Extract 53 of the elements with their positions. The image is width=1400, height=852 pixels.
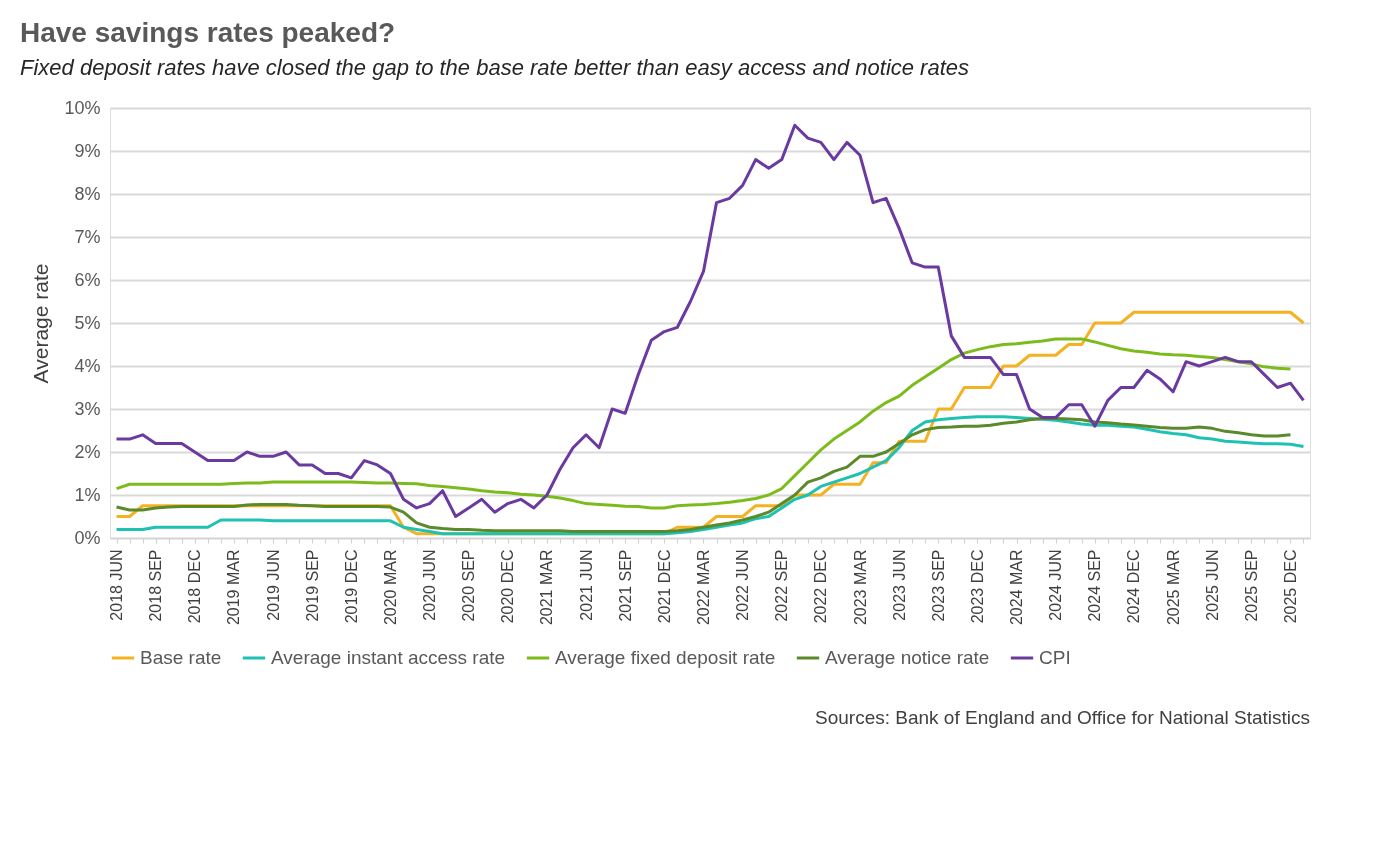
x-tick-label: 2024 DEC	[1125, 549, 1143, 624]
x-tick-label: 2020 MAR	[381, 549, 399, 626]
x-tick-label: 2025 JUN	[1203, 549, 1221, 621]
x-tick-label: 2019 JUN	[264, 549, 282, 621]
y-tick-label: 5%	[74, 312, 101, 333]
x-tick-label: 2024 SEP	[1086, 549, 1104, 622]
y-tick-label: 4%	[74, 355, 101, 376]
legend-label: Average instant access rate	[271, 647, 506, 668]
x-tick-label: 2018 DEC	[186, 549, 204, 624]
x-tick-label: 2023 DEC	[968, 549, 986, 624]
x-tick-label: 2021 JUN	[577, 549, 595, 621]
x-tick-label: 2022 JUN	[734, 549, 752, 621]
line-series	[115, 123, 1305, 518]
x-tick-label: 2025 SEP	[1242, 549, 1260, 622]
y-tick-label: 2%	[74, 441, 101, 462]
x-tick-label: 2025 MAR	[1164, 549, 1182, 626]
x-tick-label: 2021 MAR	[538, 549, 556, 626]
x-tick-label: 2018 JUN	[108, 549, 126, 621]
x-tick-label: 2020 SEP	[460, 549, 478, 622]
x-tick-label: 2022 DEC	[812, 549, 830, 624]
y-tick-label: 8%	[74, 183, 101, 204]
chart-title: Have savings rates peaked?	[20, 17, 396, 48]
x-tick-label: 2022 MAR	[694, 549, 712, 626]
x-tick-label: 2024 JUN	[1047, 549, 1065, 621]
source-note: Sources: Bank of England and Office for National Statistics	[815, 707, 1310, 728]
legend-label: Base rate	[140, 647, 222, 668]
x-tick-label: 2024 MAR	[1008, 549, 1026, 626]
y-axis-title: Average rate	[29, 263, 53, 384]
x-tick-label: 2023 JUN	[890, 549, 908, 621]
legend-label: Average notice rate	[825, 647, 990, 668]
x-tick-label: 2020 JUN	[421, 549, 439, 621]
x-tick-label: 2020 DEC	[499, 549, 517, 624]
line-series	[115, 337, 1292, 510]
x-tick-label: 2025 DEC	[1281, 549, 1299, 624]
y-tick-label: 1%	[74, 484, 101, 505]
x-tick-label: 2021 DEC	[655, 549, 673, 624]
x-tick-label: 2019 SEP	[303, 549, 321, 622]
chart-subtitle: Fixed deposit rates have closed the gap to the base rate better than easy access and notice rates	[20, 55, 970, 80]
y-tick-label: 7%	[74, 226, 101, 247]
y-tick-label: 6%	[74, 269, 101, 290]
x-tick-label: 2023 MAR	[851, 549, 869, 626]
legend-label: CPI	[1039, 647, 1071, 668]
x-tick-label: 2019 DEC	[342, 549, 360, 624]
x-tick-label: 2021 SEP	[616, 549, 634, 622]
y-tick-label: 10%	[64, 97, 101, 118]
y-tick-label: 3%	[74, 398, 101, 419]
y-tick-label: 9%	[74, 140, 101, 161]
x-tick-label: 2022 SEP	[773, 549, 791, 622]
x-tick-label: 2019 MAR	[225, 549, 243, 626]
x-tick-label: 2018 SEP	[147, 549, 165, 622]
x-tick-label: 2023 SEP	[929, 549, 947, 622]
legend-label: Average fixed deposit rate	[555, 647, 776, 668]
y-tick-label: 0%	[74, 527, 101, 548]
